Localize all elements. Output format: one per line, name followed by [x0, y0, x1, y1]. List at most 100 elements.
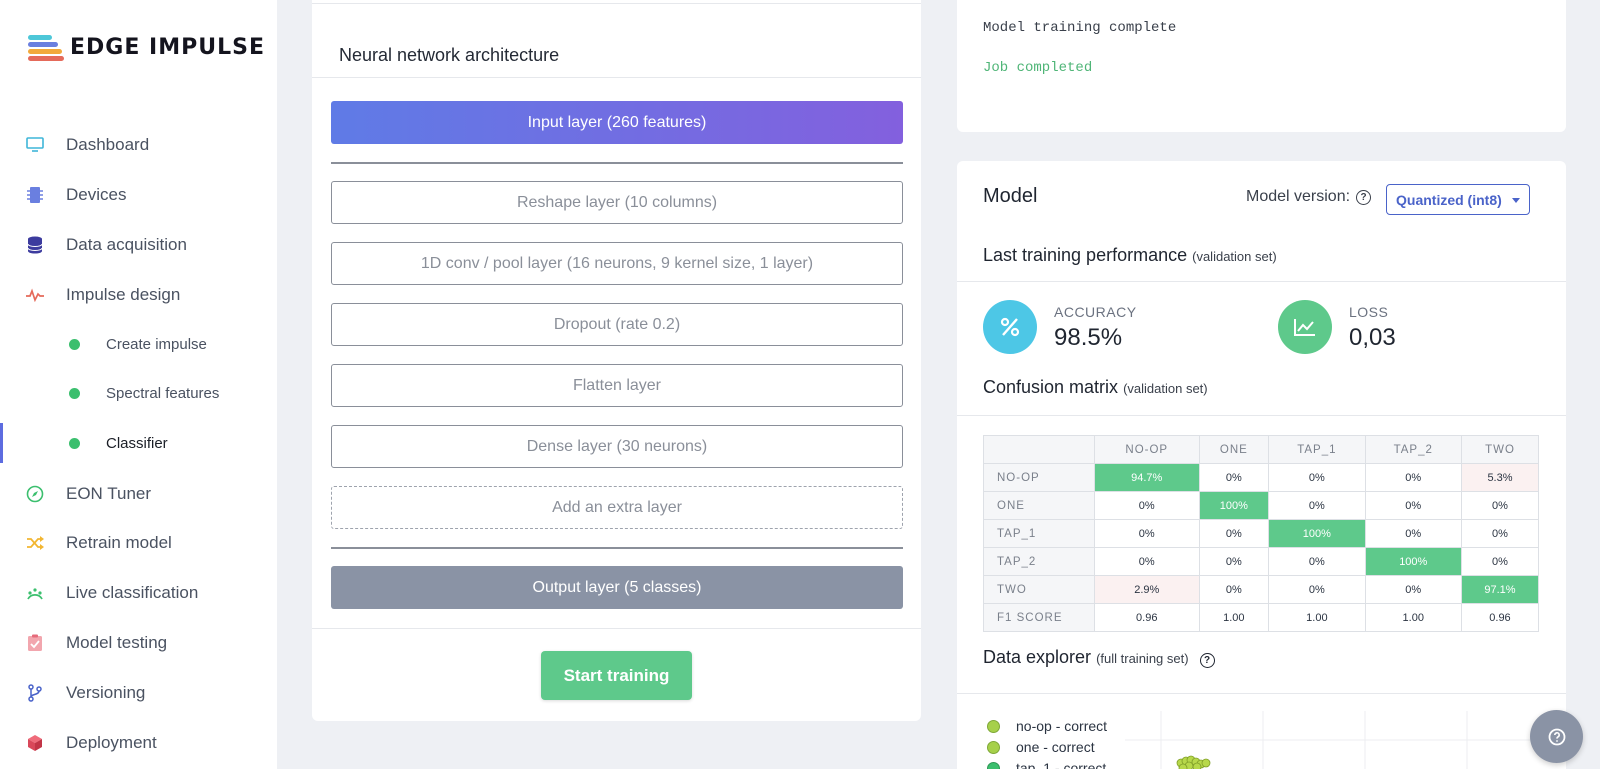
- row-header: ONE: [983, 491, 1095, 520]
- training-log-panel: Model training complete Job completed: [957, 0, 1566, 132]
- sidebar-item-impulse-design[interactable]: Impulse design: [0, 275, 277, 315]
- row-header: TAP_1: [983, 519, 1095, 548]
- sidebar-item-label: Create impulse: [106, 335, 207, 353]
- accuracy-value: 98.5%: [1054, 324, 1123, 351]
- start-training-button[interactable]: Start training: [541, 651, 692, 700]
- table-row: TAP_2 0% 0% 0% 100% 0%: [983, 547, 1540, 576]
- data-explorer-title: Data explorer (full training set) ?: [983, 647, 1215, 668]
- dropout-layer[interactable]: Dropout (rate 0.2): [331, 303, 903, 346]
- dense-layer[interactable]: Dense layer (30 neurons): [331, 425, 903, 468]
- chevron-down-icon: [1512, 198, 1520, 203]
- model-title: Model: [983, 185, 1038, 207]
- table-row: TAP_1 0% 0% 100% 0% 0%: [983, 519, 1540, 548]
- f1-score-row: F1 SCORE 0.96 1.00 1.00 1.00 0.96: [983, 603, 1540, 632]
- output-layer[interactable]: Output layer (5 classes): [331, 566, 903, 609]
- help-chat-button[interactable]: [1530, 710, 1583, 763]
- table-cell: 0%: [1198, 519, 1270, 548]
- divider: [957, 693, 1566, 694]
- column-header: TAP_2: [1364, 435, 1462, 464]
- database-icon: [26, 236, 44, 254]
- divider: [312, 3, 921, 4]
- legend-label: tap_1 - correct: [1016, 760, 1107, 769]
- divider: [957, 415, 1566, 416]
- sidebar-item-model-testing[interactable]: Model testing: [0, 623, 277, 663]
- reshape-layer[interactable]: Reshape layer (10 columns): [331, 181, 903, 224]
- table-header-row: NO-OP ONE TAP_1 TAP_2 TWO: [983, 435, 1540, 464]
- sidebar-item-classifier[interactable]: Classifier: [0, 423, 277, 463]
- sidebar-item-eon-tuner[interactable]: EON Tuner: [0, 474, 277, 514]
- nn-architecture-panel: Neural network architecture Input layer …: [312, 0, 921, 721]
- legend-label: no-op - correct: [1016, 718, 1108, 734]
- trend-chart-icon: [1278, 300, 1332, 354]
- table-cell: 100%: [1268, 519, 1366, 548]
- section-subtitle: (full training set): [1096, 651, 1189, 666]
- sidebar-item-label: Retrain model: [66, 533, 172, 552]
- divider: [312, 77, 921, 78]
- cube-icon: [26, 734, 44, 752]
- sidebar-item-dashboard[interactable]: Dashboard: [0, 125, 277, 165]
- sidebar-item-label: Classifier: [106, 434, 168, 452]
- loss-label: LOSS: [1349, 304, 1389, 320]
- help-icon[interactable]: ?: [1199, 653, 1215, 668]
- conv-pool-layer[interactable]: 1D conv / pool layer (16 neurons, 9 kern…: [331, 242, 903, 285]
- legend-dot-icon: [987, 761, 1000, 769]
- table-cell: 0%: [1364, 463, 1462, 492]
- logo-mark-icon: [28, 33, 64, 61]
- table-cell: 2.9%: [1094, 575, 1200, 604]
- row-header: TAP_2: [983, 547, 1095, 576]
- legend-item[interactable]: no-op - correct: [987, 718, 1107, 734]
- data-explorer-plot[interactable]: [1125, 711, 1566, 769]
- table-cell: 0%: [1198, 547, 1270, 576]
- column-header: TWO: [1460, 435, 1540, 464]
- table-row: ONE 0% 100% 0% 0% 0%: [983, 491, 1540, 520]
- add-layer-button[interactable]: Add an extra layer: [331, 486, 903, 529]
- sidebar-item-label: Spectral features: [106, 384, 220, 402]
- table-cell: 0%: [1094, 491, 1200, 520]
- divider: [331, 547, 903, 549]
- legend-label: one - correct: [1016, 739, 1095, 755]
- help-icon[interactable]: ?: [1356, 189, 1372, 205]
- table-cell: 0%: [1198, 463, 1270, 492]
- column-header: TAP_1: [1268, 435, 1366, 464]
- shuffle-icon: [26, 534, 44, 552]
- confusion-matrix-table: NO-OP ONE TAP_1 TAP_2 TWO NO-OP 94.7% 0%…: [983, 435, 1540, 632]
- table-cell: 0.96: [1094, 603, 1200, 632]
- log-line-success: Job completed: [983, 60, 1093, 76]
- loss-value: 0,03: [1349, 324, 1396, 351]
- table-cell: 5.3%: [1460, 463, 1540, 492]
- sidebar-item-deployment[interactable]: Deployment: [0, 723, 277, 763]
- input-layer[interactable]: Input layer (260 features): [331, 101, 903, 144]
- sidebar-item-spectral-features[interactable]: Spectral features: [0, 373, 277, 413]
- row-header: TWO: [983, 575, 1095, 604]
- brand-name: EDGE IMPULSE: [70, 34, 265, 60]
- sidebar-item-devices[interactable]: Devices: [0, 175, 277, 215]
- table-cell: 0%: [1268, 463, 1366, 492]
- sidebar-item-label: EON Tuner: [66, 484, 152, 503]
- flatten-layer[interactable]: Flatten layer: [331, 364, 903, 407]
- log-line: Model training complete: [983, 20, 1177, 36]
- table-cell: 0%: [1364, 491, 1462, 520]
- section-subtitle: (validation set): [1123, 381, 1208, 396]
- table-cell: 0%: [1460, 547, 1540, 576]
- table-cell: 100%: [1198, 491, 1270, 520]
- sidebar: EDGE IMPULSE Dashboard Devices Data acqu…: [0, 0, 277, 769]
- section-title-text: Data explorer: [983, 647, 1092, 667]
- table-cell: 0%: [1268, 547, 1366, 576]
- table-cell: 0%: [1364, 519, 1462, 548]
- table-row: TWO 2.9% 0% 0% 0% 97.1%: [983, 575, 1540, 604]
- sidebar-item-label: Impulse design: [66, 285, 181, 304]
- sidebar-item-live-classification[interactable]: Live classification: [0, 573, 277, 613]
- clipboard-check-icon: [26, 634, 44, 652]
- table-cell: 0%: [1094, 547, 1200, 576]
- sidebar-item-data-acquisition[interactable]: Data acquisition: [0, 225, 277, 265]
- legend-item[interactable]: tap_1 - correct: [987, 760, 1106, 769]
- sidebar-item-create-impulse[interactable]: Create impulse: [0, 324, 277, 364]
- sidebar-item-retrain-model[interactable]: Retrain model: [0, 523, 277, 563]
- table-row: NO-OP 94.7% 0% 0% 0% 5.3%: [983, 463, 1540, 492]
- legend-item[interactable]: one - correct: [987, 739, 1095, 755]
- model-version-select[interactable]: Quantized (int8): [1386, 184, 1530, 215]
- table-cell: 0.96: [1460, 603, 1540, 632]
- sidebar-item-versioning[interactable]: Versioning: [0, 673, 277, 713]
- edge-impulse-logo[interactable]: EDGE IMPULSE: [28, 33, 265, 61]
- table-cell: 1.00: [1198, 603, 1270, 632]
